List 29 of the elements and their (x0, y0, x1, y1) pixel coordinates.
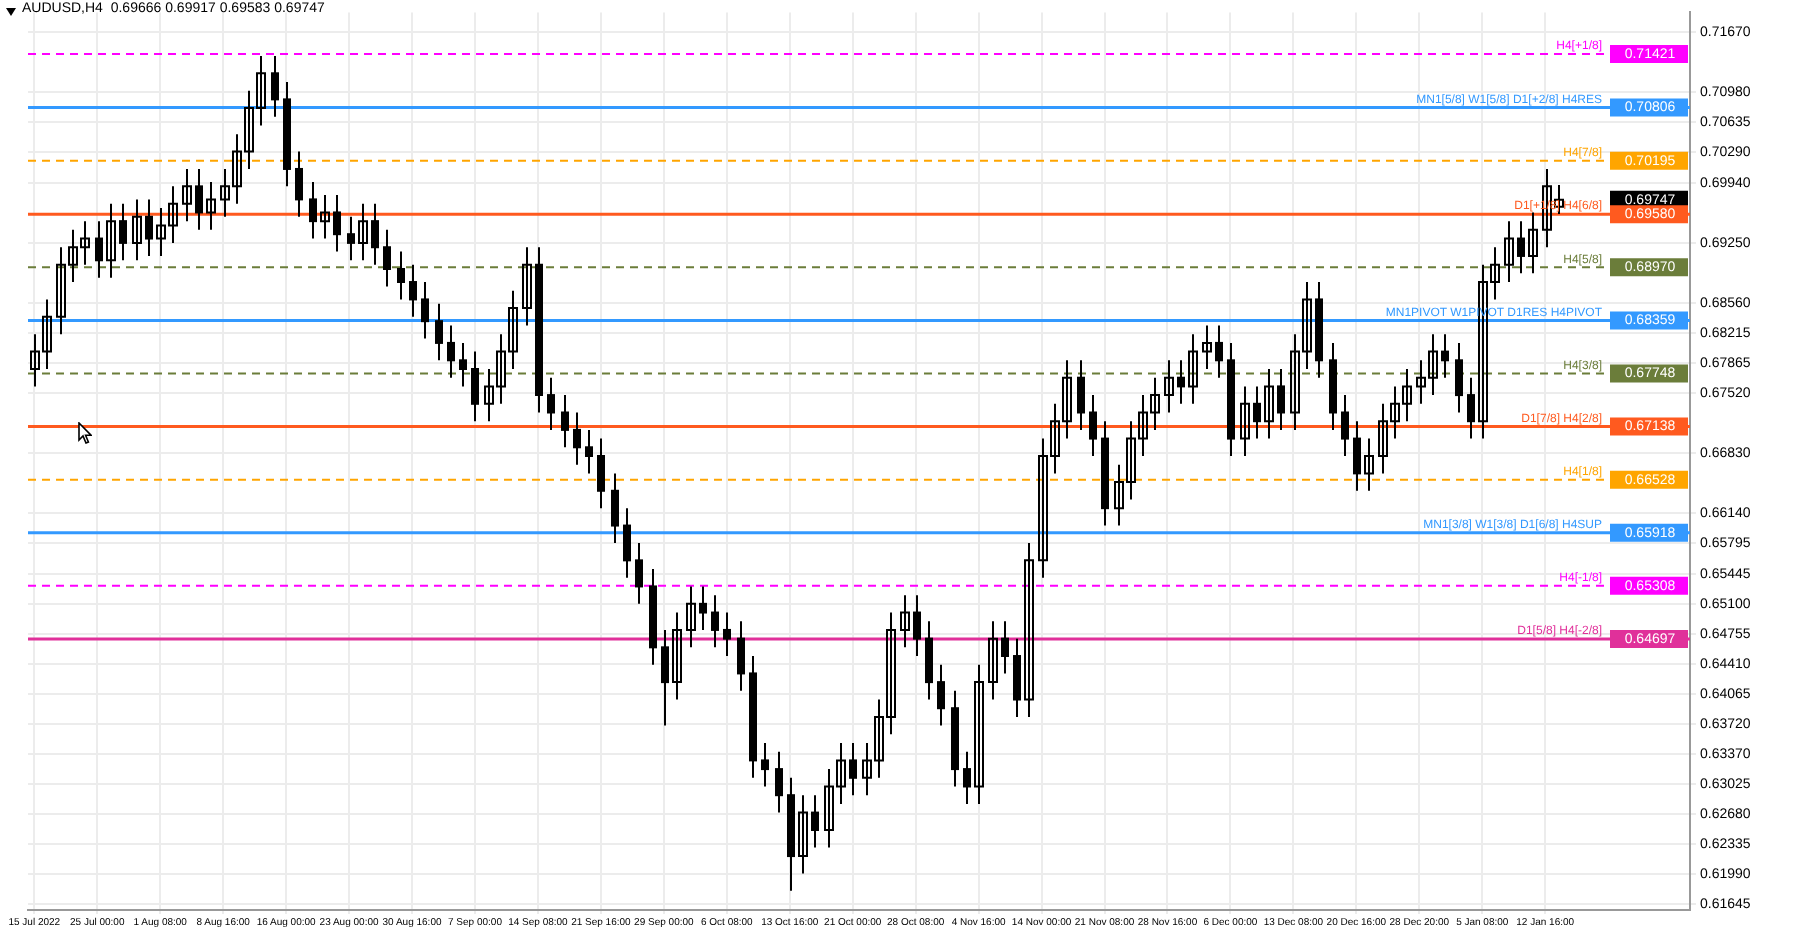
candlestick (435, 302, 443, 362)
candlestick (597, 437, 605, 510)
candlestick (271, 54, 279, 118)
candlestick (561, 394, 569, 449)
candlestick (409, 263, 417, 318)
candlestick (611, 472, 619, 544)
candlestick (421, 281, 429, 340)
candlestick (723, 611, 731, 658)
candlestick (397, 250, 405, 301)
candlestick (1089, 394, 1097, 457)
candlestick (447, 324, 455, 379)
candlestick (1455, 341, 1463, 414)
candlestick (1077, 359, 1085, 431)
candlestick (775, 750, 783, 814)
candlestick (459, 341, 467, 388)
candlestick (585, 428, 593, 475)
candlestick (623, 507, 631, 579)
candlestick (547, 376, 555, 431)
candlestick (573, 411, 581, 466)
candlestick (925, 620, 933, 701)
candlestick (761, 742, 769, 788)
candlestick (737, 620, 745, 692)
candlestick (937, 663, 945, 727)
candlestick (711, 594, 719, 649)
candlestick (1341, 394, 1349, 457)
candlestick (295, 150, 303, 218)
candlestick (471, 350, 479, 423)
candlestick (383, 228, 391, 288)
candlestick (635, 541, 643, 605)
